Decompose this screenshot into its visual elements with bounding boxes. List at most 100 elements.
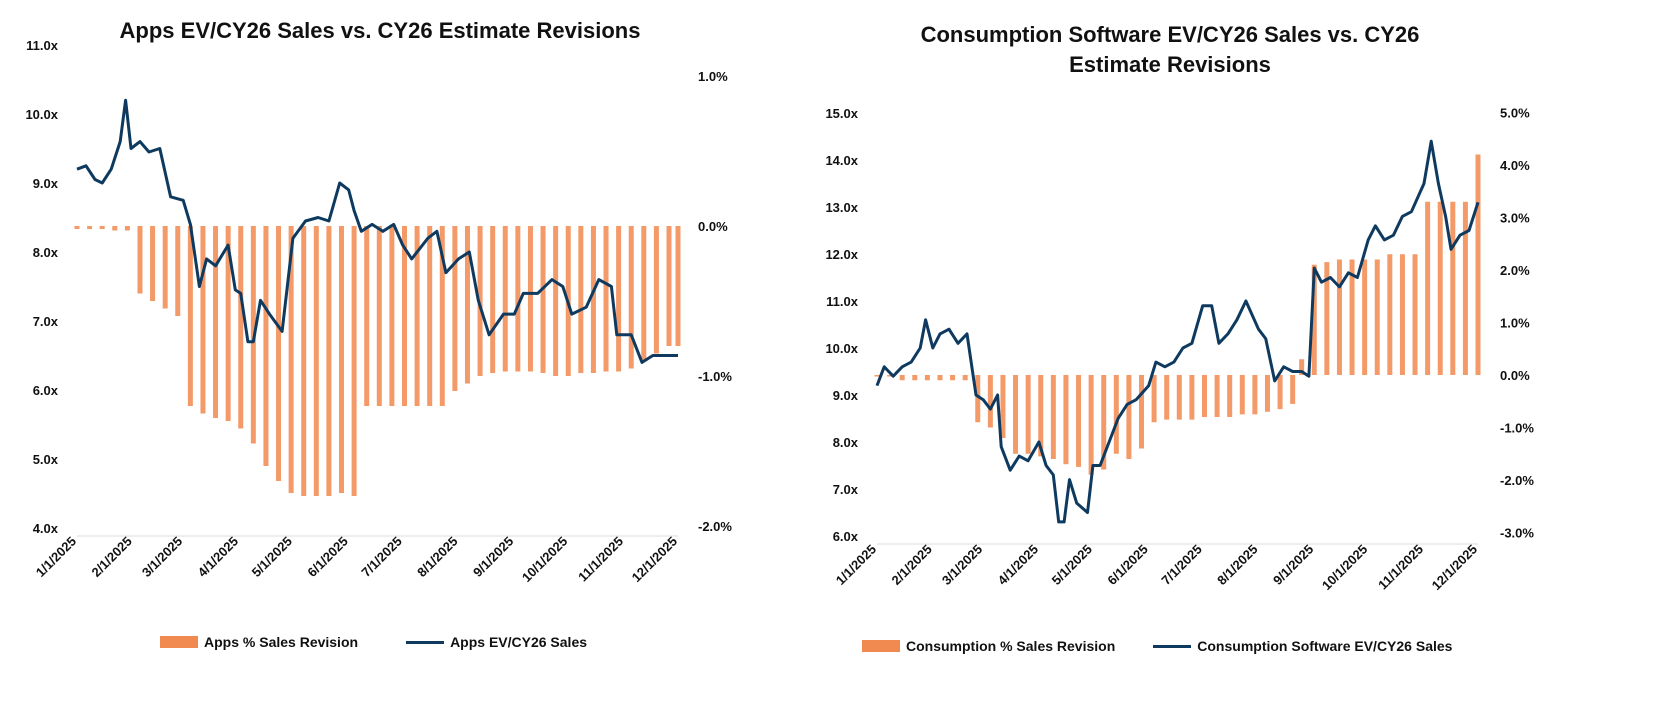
revision-bar — [1239, 375, 1245, 415]
revision-bar — [578, 226, 584, 373]
x-tick-label: 8/1/2025 — [414, 534, 460, 580]
revision-bar — [1151, 375, 1157, 423]
legend-label: Consumption Software EV/CY26 Sales — [1197, 638, 1453, 654]
revision-bar — [376, 226, 382, 406]
revision-bar — [1336, 259, 1342, 375]
revision-bar — [666, 226, 672, 346]
revision-bar — [1425, 201, 1431, 375]
revision-bar — [263, 226, 269, 466]
x-tick-label: 3/1/2025 — [139, 534, 185, 580]
revision-bar — [641, 226, 647, 361]
revision-bar — [675, 226, 681, 346]
revision-bar — [276, 226, 282, 481]
x-tick-label: 6/1/2025 — [1104, 542, 1150, 588]
revision-bar — [1349, 259, 1355, 375]
y-right-tick-label: 0.0% — [1500, 368, 1530, 383]
revision-bar — [1013, 375, 1019, 454]
x-tick-label: 1/1/2025 — [833, 542, 879, 588]
apps-chart-panel: Apps EV/CY26 Sales vs. CY26 Estimate Rev… — [0, 0, 760, 728]
y-right-tick-label: 1.0% — [698, 69, 728, 84]
ev-sales-line — [76, 98, 678, 364]
y-left-tick-label: 4.0x — [33, 521, 59, 536]
revision-bar — [364, 226, 370, 406]
revision-bar — [553, 226, 559, 376]
revision-bar — [1063, 375, 1069, 465]
revision-bar — [527, 226, 533, 372]
x-tick-label: 11/1/2025 — [575, 534, 626, 585]
legend-item-line: Apps EV/CY26 Sales — [406, 634, 587, 650]
revision-bar — [924, 375, 930, 381]
revision-bar — [1076, 375, 1082, 467]
revision-bar — [912, 375, 918, 381]
revision-bar — [628, 226, 634, 369]
x-tick-label: 2/1/2025 — [889, 542, 935, 588]
x-tick-label: 12/1/2025 — [629, 534, 681, 586]
revision-bar — [1164, 375, 1170, 420]
x-tick-label: 11/1/2025 — [1375, 542, 1426, 593]
revision-bar — [288, 226, 294, 493]
revision-bar — [1088, 375, 1094, 475]
revision-bar — [452, 226, 458, 391]
revision-bar — [1126, 375, 1132, 459]
legend-label: Consumption % Sales Revision — [906, 638, 1116, 654]
revision-bar — [937, 375, 943, 381]
revision-bar — [175, 226, 181, 316]
x-tick-label: 4/1/2025 — [995, 542, 1041, 588]
revision-bar — [616, 226, 622, 372]
y-left-tick-label: 7.0x — [33, 314, 59, 329]
y-left-tick-label: 12.0x — [825, 247, 858, 262]
x-tick-label: 7/1/2025 — [358, 534, 404, 580]
y-right-tick-label: -1.0% — [1500, 421, 1534, 436]
revision-bar — [962, 375, 968, 381]
revision-bar — [1399, 254, 1405, 375]
y-left-tick-label: 10.0x — [825, 341, 858, 356]
revision-bar — [1214, 375, 1220, 417]
revision-bar — [975, 375, 981, 423]
x-tick-label: 3/1/2025 — [939, 542, 985, 588]
revision-bar — [137, 226, 143, 294]
revision-bar — [1264, 375, 1270, 412]
x-tick-label: 5/1/2025 — [249, 534, 295, 580]
revision-bar — [389, 226, 395, 406]
revision-bar — [112, 226, 118, 231]
x-tick-label: 10/1/2025 — [519, 534, 571, 586]
revision-bar — [1299, 359, 1305, 375]
revision-bar — [1311, 264, 1317, 375]
legend-line-swatch — [406, 640, 445, 644]
revision-bar — [490, 226, 496, 373]
revision-bar — [1227, 375, 1233, 417]
y-right-tick-label: 3.0% — [1500, 211, 1530, 226]
chart-legend: Apps % Sales Revision Apps EV/CY26 Sales — [160, 634, 627, 650]
revision-bar — [464, 226, 470, 384]
revision-bar — [1201, 375, 1207, 417]
revision-bar — [1412, 254, 1418, 375]
revision-bar — [987, 375, 993, 428]
revision-bar — [1437, 201, 1443, 375]
revision-bar — [515, 226, 521, 372]
x-tick-label: 10/1/2025 — [1319, 542, 1371, 594]
revision-bar — [301, 226, 307, 496]
revision-bar — [99, 226, 105, 229]
x-tick-label: 8/1/2025 — [1214, 542, 1260, 588]
y-left-tick-label: 7.0x — [833, 482, 859, 497]
revision-bar — [540, 226, 546, 373]
y-left-tick-label: 14.0x — [825, 153, 858, 168]
y-right-tick-label: 4.0% — [1500, 158, 1530, 173]
revision-bar — [874, 375, 880, 377]
revision-bar — [225, 226, 231, 421]
revision-bar — [1324, 262, 1330, 375]
y-right-tick-label: -2.0% — [1500, 473, 1534, 488]
revision-bar — [87, 226, 93, 229]
revision-bar — [899, 375, 905, 381]
revision-bar — [1176, 375, 1182, 420]
revision-bar — [150, 226, 156, 301]
revision-bar — [1362, 259, 1368, 375]
revision-bar — [1139, 375, 1145, 449]
x-tick-label: 9/1/2025 — [470, 534, 516, 580]
revision-bar — [887, 375, 893, 377]
revision-bar — [1050, 375, 1056, 459]
y-left-tick-label: 15.0x — [825, 106, 858, 121]
y-right-tick-label: -3.0% — [1500, 526, 1534, 541]
revision-bar — [1462, 201, 1468, 375]
revision-bar — [1101, 375, 1107, 470]
